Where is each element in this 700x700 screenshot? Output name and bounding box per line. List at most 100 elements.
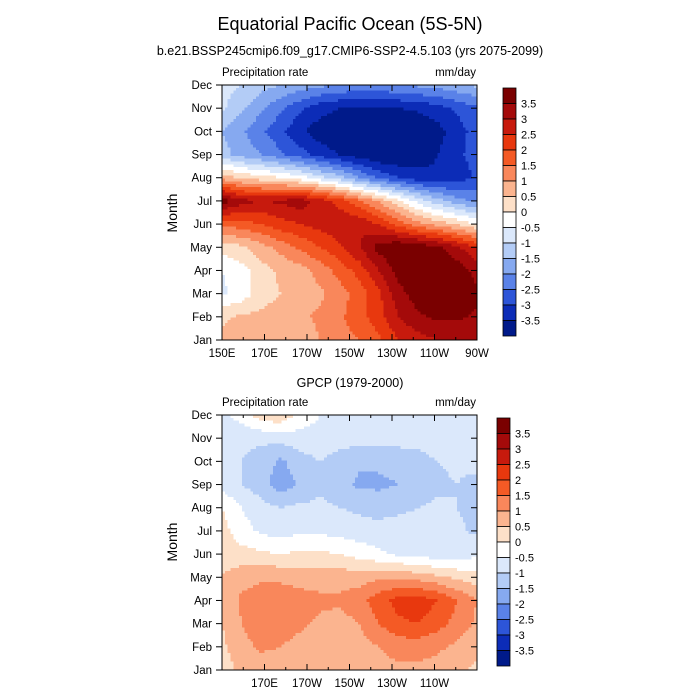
field-cell xyxy=(292,218,297,222)
field-cell xyxy=(273,178,277,182)
field-cell xyxy=(233,110,237,114)
field-cell xyxy=(397,121,401,126)
field-cell xyxy=(343,184,348,188)
field-cell xyxy=(372,99,376,103)
field-cell xyxy=(411,181,416,185)
field-cell xyxy=(349,85,353,89)
field-cell xyxy=(239,150,243,154)
field-cell xyxy=(309,226,314,230)
field-cell xyxy=(423,178,427,182)
field-cell xyxy=(295,119,299,123)
field-cell xyxy=(363,107,367,111)
field-cell xyxy=(230,223,234,228)
field-cell xyxy=(346,141,350,145)
field-cell xyxy=(304,107,308,111)
field-cell xyxy=(247,90,251,94)
field-cell xyxy=(383,178,387,182)
field-cell xyxy=(460,195,464,199)
field-cell xyxy=(366,96,370,100)
field-cell xyxy=(440,138,444,143)
field-cell xyxy=(409,110,413,114)
field-cell xyxy=(253,121,257,126)
field-cell xyxy=(380,141,384,145)
field-cell xyxy=(377,229,382,233)
field-cell xyxy=(394,184,399,188)
field-cell xyxy=(258,212,263,216)
field-cell xyxy=(443,209,447,213)
field-cell xyxy=(392,198,396,202)
field-cell xyxy=(423,119,427,123)
field-cell xyxy=(324,136,328,140)
field-cell xyxy=(298,85,302,89)
field-cell xyxy=(440,147,444,151)
field-cell xyxy=(270,141,274,145)
field-cell xyxy=(321,96,325,100)
field-cell xyxy=(326,204,331,208)
field-cell xyxy=(244,181,248,185)
field-cell xyxy=(241,192,246,196)
field-cell xyxy=(462,238,467,242)
field-cell xyxy=(448,198,452,202)
field-cell xyxy=(295,96,299,100)
field-cell xyxy=(267,209,271,213)
field-cell xyxy=(406,195,410,199)
field-cell xyxy=(253,223,257,228)
field-cell xyxy=(273,107,277,111)
field-cell xyxy=(304,127,308,131)
field-cell xyxy=(397,127,401,131)
field-cell xyxy=(363,141,367,145)
field-cell xyxy=(366,130,370,134)
field-cell xyxy=(278,110,282,114)
field-cell xyxy=(224,204,229,208)
field-cell xyxy=(222,204,226,208)
field-cell xyxy=(261,172,265,177)
field-cell xyxy=(224,221,229,225)
field-cell xyxy=(338,99,342,103)
field-cell xyxy=(389,206,393,211)
field-cell xyxy=(287,204,291,208)
field-cell xyxy=(284,104,288,109)
field-cell xyxy=(324,189,328,194)
field-cell xyxy=(454,121,458,126)
field-cell xyxy=(400,102,404,106)
field-cell xyxy=(349,155,353,160)
field-cell xyxy=(474,90,478,94)
field-cell xyxy=(448,164,452,168)
field-cell xyxy=(445,127,450,131)
field-cell xyxy=(307,204,311,208)
field-cell xyxy=(281,110,285,114)
field-cell xyxy=(261,238,265,242)
field-cell xyxy=(236,144,240,148)
field-cell xyxy=(278,104,282,109)
field-cell xyxy=(304,116,308,120)
field-cell xyxy=(332,215,336,219)
field-cell xyxy=(239,136,243,140)
field-cell xyxy=(233,192,237,196)
field-cell xyxy=(352,90,356,94)
field-cell xyxy=(278,121,282,126)
field-cell xyxy=(460,235,464,239)
field-cell xyxy=(428,150,433,154)
field-cell xyxy=(267,96,271,100)
field-cell xyxy=(261,121,265,126)
field-cell xyxy=(264,229,268,233)
field-cell xyxy=(312,175,316,179)
field-cell xyxy=(349,221,353,225)
field-cell xyxy=(338,121,342,126)
field-cell xyxy=(417,232,421,236)
field-cell xyxy=(474,232,478,236)
field-cell xyxy=(247,150,251,154)
field-cell xyxy=(241,195,246,199)
field-cell xyxy=(400,85,404,89)
field-cell xyxy=(389,238,393,242)
field-cell xyxy=(411,229,416,233)
field-cell xyxy=(372,198,376,202)
field-cell xyxy=(241,133,246,137)
field-cell xyxy=(321,164,325,168)
field-cell xyxy=(343,215,348,219)
field-cell xyxy=(360,107,365,111)
field-cell xyxy=(307,167,311,171)
field-cell xyxy=(358,110,362,114)
field-cell xyxy=(445,192,450,196)
field-cell xyxy=(428,85,433,89)
